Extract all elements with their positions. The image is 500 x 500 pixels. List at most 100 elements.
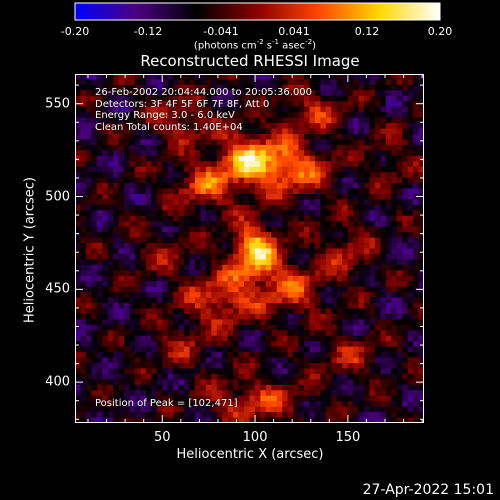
- heatmap-cell: [156, 373, 163, 380]
- heatmap-cell: [325, 330, 332, 337]
- heatmap-cell: [162, 412, 169, 418]
- heatmap-cell: [194, 324, 201, 331]
- heatmap-cell: [293, 352, 299, 358]
- heatmap-cell: [396, 232, 403, 238]
- heatmap-cell: [402, 368, 409, 375]
- heatmap-cell: [124, 384, 130, 391]
- heatmap-cell: [129, 330, 136, 337]
- heatmap-cell: [189, 395, 196, 402]
- heatmap-cell: [325, 368, 332, 375]
- heatmap-cell: [347, 112, 354, 119]
- heatmap-cell: [102, 286, 109, 293]
- heatmap-cell: [418, 330, 424, 337]
- heatmap-cell: [227, 166, 234, 173]
- heatmap-cell: [140, 395, 147, 402]
- heatmap-cell: [216, 341, 223, 348]
- heatmap-cell: [358, 357, 365, 364]
- heatmap-cell: [282, 226, 289, 233]
- heatmap-cell: [156, 417, 163, 423]
- heatmap-cell: [413, 281, 419, 288]
- heatmap-cell: [287, 128, 294, 135]
- heatmap-cell: [402, 335, 409, 342]
- heatmap-cell: [336, 319, 343, 326]
- heatmap-cell: [320, 324, 327, 331]
- heatmap-cell: [265, 166, 272, 173]
- heatmap-cell: [124, 248, 130, 255]
- heatmap-cell: [254, 253, 261, 260]
- heatmap-cell: [369, 286, 376, 293]
- heatmap-cell: [364, 270, 370, 277]
- heatmap-cell: [189, 352, 196, 358]
- heatmap-cell: [407, 292, 414, 298]
- heatmap-cell: [85, 84, 92, 91]
- heatmap-cell: [113, 204, 120, 211]
- heatmap-cell: [358, 112, 365, 119]
- heatmap-cell: [380, 237, 387, 244]
- heatmap-cell: [293, 210, 299, 217]
- heatmap-cell: [124, 150, 130, 157]
- heatmap-cell: [391, 128, 398, 135]
- heatmap-cell: [331, 155, 338, 162]
- heatmap-cell: [85, 144, 92, 151]
- heatmap-cell: [402, 84, 409, 91]
- heatmap-cell: [282, 292, 289, 298]
- heatmap-cell: [282, 319, 289, 326]
- heatmap-cell: [336, 352, 343, 358]
- heatmap-cell: [85, 133, 92, 140]
- heatmap-cell: [282, 199, 289, 206]
- heatmap-cell: [304, 123, 310, 129]
- heatmap-cell: [184, 84, 190, 91]
- heatmap-cell: [385, 188, 392, 195]
- heatmap-cell: [91, 253, 98, 260]
- heatmap-cell: [320, 264, 327, 271]
- heatmap-cell: [173, 390, 180, 397]
- heatmap-cell: [407, 319, 414, 326]
- heatmap-cell: [374, 155, 381, 162]
- heatmap-cell: [282, 166, 289, 173]
- heatmap-cell: [249, 90, 256, 97]
- heatmap-cell: [293, 133, 299, 140]
- heatmap-cell: [304, 133, 310, 140]
- heatmap-cell: [189, 204, 196, 211]
- heatmap-cell: [75, 204, 81, 211]
- heatmap-cell: [238, 161, 245, 168]
- heatmap-cell: [238, 139, 245, 146]
- heatmap-cell: [309, 270, 316, 277]
- heatmap-cell: [173, 357, 180, 364]
- heatmap-cell: [244, 101, 250, 108]
- heatmap-cell: [145, 144, 152, 151]
- heatmap-cell: [407, 155, 414, 162]
- heatmap-cell: [124, 406, 130, 413]
- heatmap-cell: [336, 199, 343, 206]
- heatmap-cell: [80, 248, 87, 255]
- heatmap-cell: [140, 368, 147, 375]
- heatmap-cell: [102, 384, 109, 391]
- heatmap-cell: [249, 324, 256, 331]
- heatmap-cell: [156, 357, 163, 364]
- heatmap-cell: [189, 232, 196, 238]
- heatmap-cell: [407, 368, 414, 375]
- heatmap-cell: [347, 248, 354, 255]
- heatmap-cell: [238, 259, 245, 266]
- heatmap-cell: [358, 243, 365, 249]
- heatmap-cell: [118, 253, 125, 260]
- heatmap-cell: [145, 243, 152, 249]
- heatmap-cell: [151, 275, 158, 282]
- heatmap-cell: [102, 79, 109, 86]
- heatmap-cell: [85, 390, 92, 397]
- heatmap-cell: [287, 237, 294, 244]
- heatmap-cell: [75, 95, 81, 102]
- heatmap-cell: [325, 128, 332, 135]
- heatmap-cell: [233, 313, 239, 320]
- heatmap-cell: [118, 368, 125, 375]
- heatmap-cell: [96, 183, 103, 189]
- heatmap-cell: [320, 259, 327, 266]
- heatmap-cell: [309, 243, 316, 249]
- heatmap-cell: [298, 112, 305, 119]
- heatmap-cell: [271, 84, 278, 91]
- heatmap-cell: [353, 368, 359, 375]
- heatmap-cell: [265, 90, 272, 97]
- heatmap-cell: [325, 166, 332, 173]
- heatmap-cell: [276, 248, 283, 255]
- heatmap-cell: [304, 150, 310, 157]
